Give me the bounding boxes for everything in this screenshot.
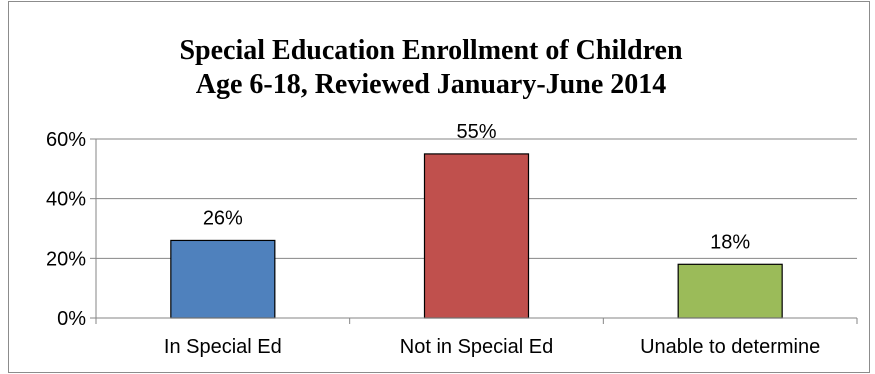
chart-title-line-1: Special Education Enrollment of Children [179,35,683,66]
y-tick-label-20: 20% [46,248,86,270]
bar-3 [677,263,783,319]
data-label-3: 18% [710,231,750,253]
axes [90,138,858,324]
data-label-1: 26% [203,207,243,229]
category-label-1: In Special Ed [164,336,282,358]
chart-title-line-2: Age 6-18, Reviewed January-June 2014 [195,69,667,100]
y-tick-label-0: 0% [57,308,86,330]
category-label-2: Not in Special Ed [400,336,553,358]
labels: 0% 20% 40% 60% 26% In Special Ed 55% Not in Spe… [46,121,820,358]
bar-1 [170,239,276,319]
y-tick-label-60: 60% [46,129,86,151]
bars [170,153,783,319]
data-label-2: 55% [456,121,496,143]
category-label-3: Unable to determine [640,336,820,358]
y-tick-label-40: 40% [46,189,86,211]
bar-2 [423,153,530,319]
